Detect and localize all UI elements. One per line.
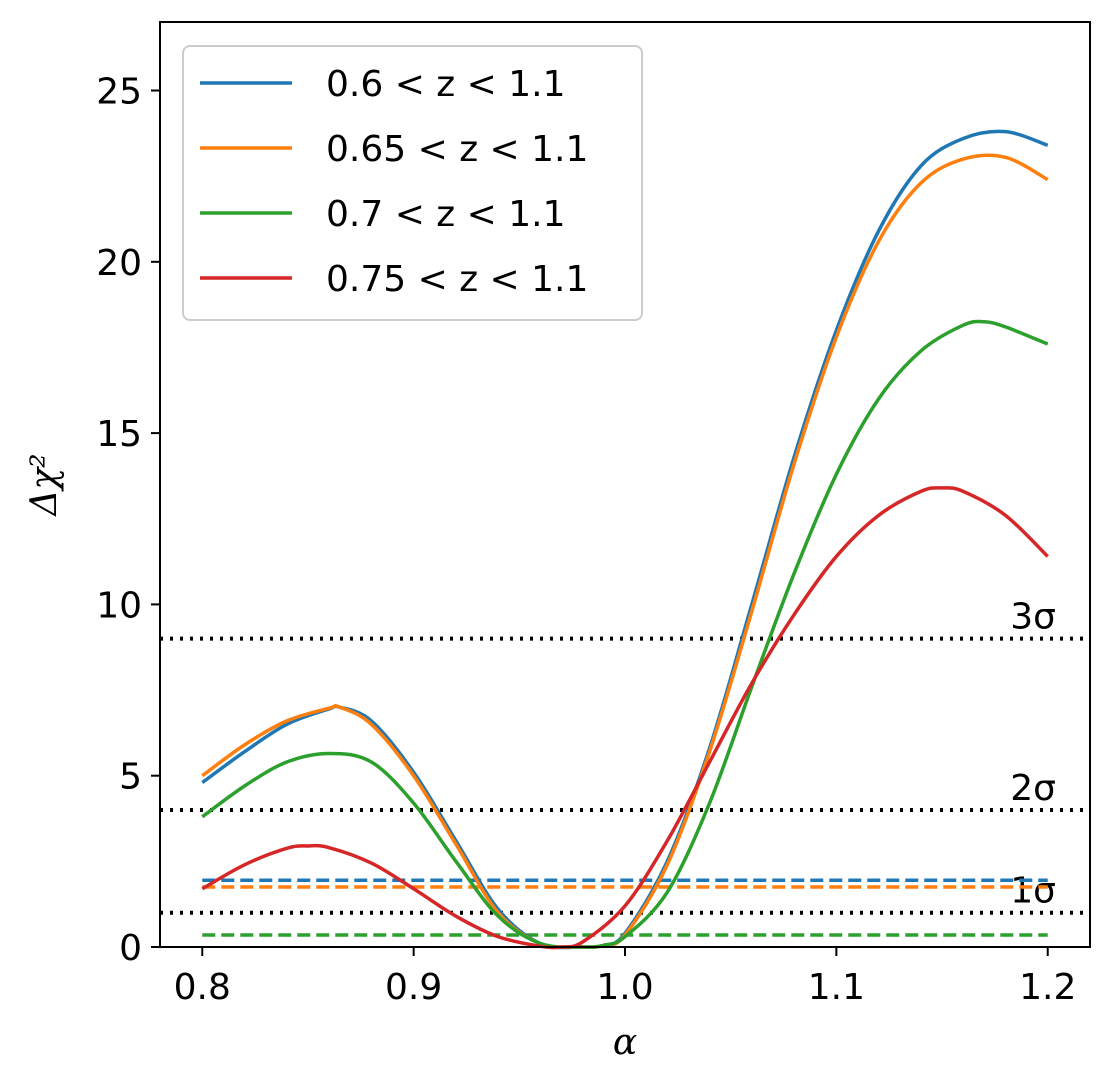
y-tick-label: 20 [96, 243, 142, 284]
y-tick-label: 0 [119, 928, 142, 969]
sigma-label: 1σ [1010, 871, 1056, 912]
x-tick-label: 1.0 [596, 967, 653, 1008]
legend-label: 0.65 < z < 1.1 [326, 129, 588, 170]
x-tick-label: 1.2 [1019, 967, 1076, 1008]
legend-label: 0.6 < z < 1.1 [326, 64, 566, 105]
legend-label: 0.7 < z < 1.1 [326, 194, 566, 235]
sigma-label: 3σ [1010, 597, 1056, 638]
y-tick-label: 25 [96, 72, 142, 113]
series-lines [201, 129, 1049, 950]
x-axis-label: α [613, 1022, 637, 1063]
x-tick-label: 1.1 [808, 967, 865, 1008]
x-tick-label: 0.8 [174, 967, 231, 1008]
y-axis-label: Δχ² [24, 453, 65, 517]
legend-box [182, 45, 643, 321]
sigma-label: 2σ [1010, 768, 1056, 809]
y-tick-label: 10 [96, 585, 142, 626]
y-axis-ticks: 0 5 10 15 20 25 [96, 72, 160, 969]
y-tick-label: 5 [119, 757, 142, 798]
legend: 0.6 < z < 1.1 0.65 < z < 1.1 0.7 < z < 1.1… [182, 45, 643, 321]
y-tick-label: 15 [96, 414, 142, 455]
x-tick-label: 0.9 [385, 967, 442, 1008]
series-line [201, 319, 1049, 949]
series-line [201, 486, 1049, 950]
legend-label: 0.75 < z < 1.1 [326, 259, 588, 300]
x-axis-ticks: 0.8 0.9 1.0 1.1 1.2 [174, 947, 1076, 1008]
reference-labels: 1σ 2σ 3σ [1010, 597, 1056, 912]
